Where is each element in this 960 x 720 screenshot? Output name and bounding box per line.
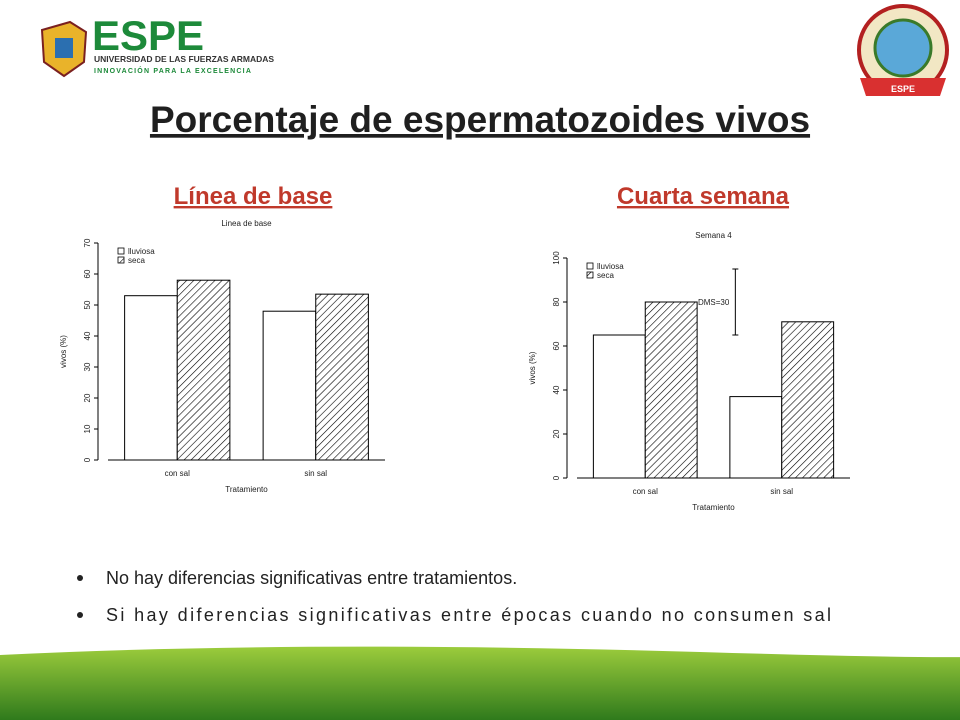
x-tick-label: sin sal: [770, 487, 793, 496]
y-tick-label: 20: [552, 429, 561, 438]
y-tick-label: 50: [83, 300, 92, 309]
x-tick-label: con sal: [165, 469, 191, 478]
y-tick-label: 0: [83, 457, 92, 462]
espe-logo: ESPE UNIVERSIDAD DE LAS FUERZAS ARMADAS …: [40, 12, 274, 78]
chart: Semana 4 0 20 40 60 80 100 vivos (%) con sal sin …: [528, 231, 850, 512]
y-tick-label: 30: [83, 362, 92, 371]
y-axis-label: vivos (%): [59, 335, 68, 368]
chart-title: Semana 4: [695, 231, 732, 240]
dms-label: DMS=30: [698, 298, 730, 307]
y-axis-label: vivos (%): [528, 351, 537, 384]
y-tick-label: 70: [83, 238, 92, 247]
y-tick-label: 40: [83, 331, 92, 340]
logo-text: ESPE: [92, 12, 204, 59]
slide-title: Porcentaje de espermatozoides vivos: [150, 99, 810, 140]
legend-label: seca: [597, 271, 614, 280]
bar: [124, 295, 178, 461]
footer-decoration: [0, 646, 960, 720]
legend-swatch: [117, 256, 125, 264]
bar: [176, 279, 231, 461]
y-tick-label: 60: [83, 269, 92, 278]
x-tick-label: sin sal: [304, 469, 327, 478]
y-tick-label: 100: [552, 251, 561, 265]
legend-swatch: [586, 262, 594, 270]
badge-text: ESPE: [891, 84, 915, 94]
bar: [644, 301, 698, 479]
badge: ESPE: [857, 4, 949, 96]
legend-label: seca: [128, 256, 145, 265]
legend-swatch: [586, 271, 594, 279]
bullet: Si hay diferencias significativas entre …: [106, 605, 831, 625]
y-tick-label: 20: [83, 393, 92, 402]
x-axis-label: Tratamiento: [692, 503, 735, 512]
x-axis-label: Tratamiento: [225, 485, 268, 494]
bullet-dot: [77, 575, 83, 581]
legend-label: lluviosa: [597, 262, 624, 271]
y-tick-label: 80: [552, 297, 561, 306]
legend-label: lluviosa: [128, 247, 155, 256]
bar: [592, 334, 646, 479]
x-tick-label: con sal: [633, 487, 659, 496]
bar: [262, 310, 317, 461]
chart-title: Linea de base: [221, 219, 272, 228]
motto: INNOVACIÓN PARA LA EXCELENCIA: [94, 66, 252, 75]
heading: Línea de base: [174, 183, 333, 210]
bullet: No hay diferencias significativas entre …: [106, 568, 517, 588]
bullet-dot: [77, 612, 83, 618]
y-tick-label: 0: [552, 475, 561, 480]
heading: Cuarta semana: [617, 183, 790, 210]
charts: Linea de base 0 10 20 30 40 50 60 70 vivos (%) con…: [59, 219, 850, 512]
university: UNIVERSIDAD DE LAS FUERZAS ARMADAS: [94, 54, 274, 64]
y-tick-label: 60: [552, 341, 561, 350]
bullets: No hay diferencias significativas entre …: [77, 568, 831, 625]
y-tick-label: 40: [552, 385, 561, 394]
bar: [315, 293, 369, 461]
legend-swatch: [117, 247, 125, 255]
chart: Linea de base 0 10 20 30 40 50 60 70 vivos (%) con…: [59, 219, 385, 494]
bar: [781, 321, 835, 479]
bar: [729, 396, 783, 479]
y-tick-label: 10: [83, 424, 92, 433]
